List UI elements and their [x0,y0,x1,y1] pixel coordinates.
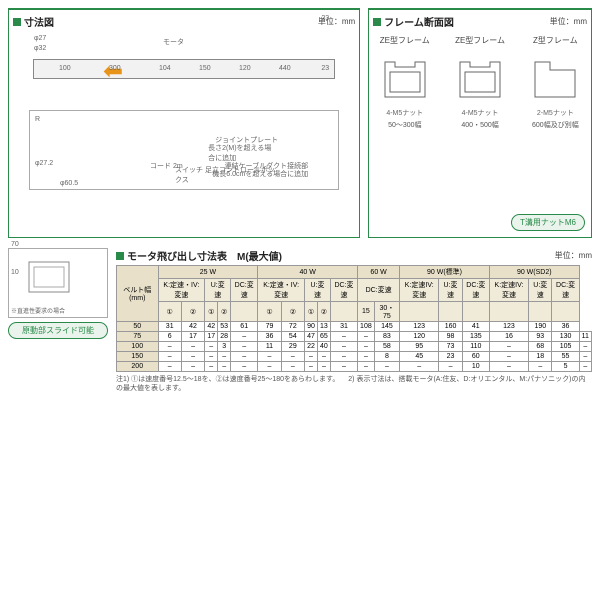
nut-badge: T溝用ナットM6 [511,214,585,231]
section-view: R φ27.2 φ60.5 コード 2m スイッチ 足立コントロールボックス ジ… [29,110,339,190]
table-note: 注1) ①は速度番号12.5～18を、②は速度番号25～180をあらわします。 … [116,375,592,393]
motor-label: モータ [163,37,184,47]
motor-table: ベルト幅(mm) 25 W 40 W 60 W 90 W(標準) 90 W(SD… [116,265,592,372]
table-title: モータ飛び出し寸法表 M(最大値) [127,248,282,263]
frame-title: フレーム断面図 [384,14,454,29]
frame-sections: ZE型フレーム4-M5ナット50～300幅 ZE型フレーム4-M5ナット400・… [373,35,587,130]
side-view: 70 10 ※直進性要求の場合 [8,248,108,318]
frame-unit: 単位：mm [550,16,587,27]
table-unit: 単位：mm [555,250,592,261]
dim-title: 寸法図 [24,14,54,29]
slide-badge: 原動部スライド可能 [8,322,108,339]
